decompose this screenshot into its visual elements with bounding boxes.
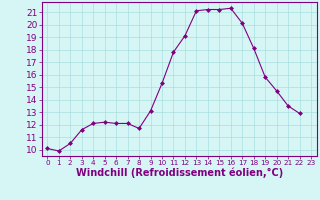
X-axis label: Windchill (Refroidissement éolien,°C): Windchill (Refroidissement éolien,°C) (76, 168, 283, 178)
